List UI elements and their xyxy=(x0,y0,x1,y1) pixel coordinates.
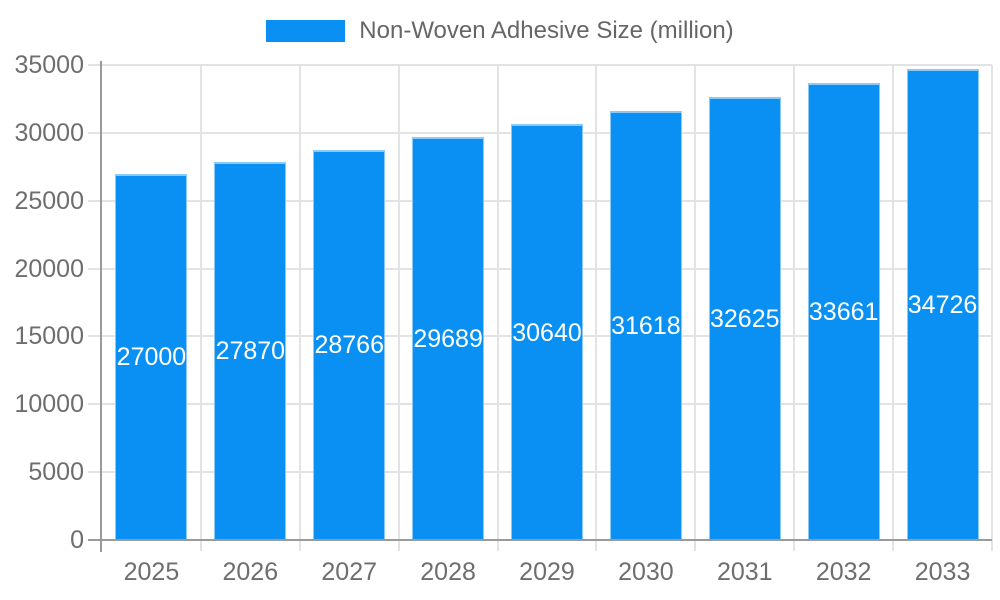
x-axis-tick xyxy=(298,540,301,551)
gridline-vertical xyxy=(793,65,796,540)
gridline-vertical xyxy=(298,65,301,540)
bar-value-label: 27000 xyxy=(116,343,187,372)
gridline-vertical xyxy=(991,65,993,540)
legend-item[interactable]: Non-Woven Adhesive Size (million) xyxy=(0,14,1000,48)
legend-swatch xyxy=(266,20,346,42)
bar-value-label: 27870 xyxy=(215,337,286,366)
x-axis-tick xyxy=(397,540,400,551)
x-axis-line xyxy=(88,539,992,541)
bar-2032[interactable]: 33661 xyxy=(807,83,880,540)
y-axis-label: 25000 xyxy=(14,186,84,215)
gridline-vertical xyxy=(397,65,400,540)
bar-2031[interactable]: 32625 xyxy=(708,97,781,540)
bar-value-label: 32625 xyxy=(710,305,780,334)
x-axis-tick xyxy=(496,540,499,551)
y-axis-label: 30000 xyxy=(14,118,84,147)
gridline-horizontal xyxy=(102,64,992,66)
y-axis-label: 20000 xyxy=(14,254,84,283)
gridline-vertical xyxy=(694,65,697,540)
bar-2026[interactable]: 27870 xyxy=(214,161,287,540)
y-axis-label: 5000 xyxy=(28,458,84,487)
x-axis-tick xyxy=(199,540,202,551)
x-axis-tick xyxy=(694,540,697,551)
bar-2025[interactable]: 27000 xyxy=(115,173,188,540)
x-axis-tick xyxy=(595,540,598,551)
x-axis-label-2030: 2030 xyxy=(618,558,674,586)
x-axis-tick xyxy=(793,540,796,551)
y-axis-tick xyxy=(88,335,102,338)
bar-2033[interactable]: 34726 xyxy=(906,68,979,540)
gridline-vertical xyxy=(199,65,202,540)
x-axis-label-2033: 2033 xyxy=(914,558,971,586)
x-axis-label-2028: 2028 xyxy=(420,558,476,586)
y-axis-line xyxy=(100,61,102,552)
y-axis-label: 35000 xyxy=(14,51,84,79)
bar-value-label: 30640 xyxy=(512,318,582,347)
y-axis-tick xyxy=(88,267,102,270)
y-axis-label: 15000 xyxy=(14,322,84,351)
bar-2030[interactable]: 31618 xyxy=(609,110,682,540)
y-axis-tick xyxy=(88,199,102,202)
bar-value-label: 31618 xyxy=(611,311,681,340)
x-axis-label-2031: 2031 xyxy=(716,558,773,586)
gridline-vertical xyxy=(496,65,499,540)
y-axis-label: 10000 xyxy=(14,390,84,419)
x-axis-label-2029: 2029 xyxy=(519,558,575,586)
x-axis-label-2026: 2026 xyxy=(222,558,279,586)
bar-2027[interactable]: 28766 xyxy=(313,149,386,540)
bar-value-label: 33661 xyxy=(808,298,879,327)
y-axis-tick xyxy=(88,64,102,66)
y-axis-tick xyxy=(88,403,102,406)
legend-label: Non-Woven Adhesive Size (million) xyxy=(359,17,734,44)
bar-value-label: 29689 xyxy=(413,325,483,354)
bar-2028[interactable]: 29689 xyxy=(412,137,485,540)
y-axis-tick xyxy=(88,131,102,134)
x-axis-tick xyxy=(892,540,895,551)
gridline-vertical xyxy=(595,65,598,540)
bar-value-label: 28766 xyxy=(314,331,384,360)
bar-2029[interactable]: 30640 xyxy=(511,124,583,540)
x-axis-label-2027: 2027 xyxy=(321,558,378,586)
x-axis-label-2025: 2025 xyxy=(123,558,180,586)
y-axis-label: 0 xyxy=(70,526,84,554)
bar-value-label: 34726 xyxy=(907,290,978,319)
x-axis-tick xyxy=(991,540,993,551)
gridline-vertical xyxy=(892,65,895,540)
x-axis-label-2032: 2032 xyxy=(815,558,872,586)
y-axis-tick xyxy=(88,471,102,474)
